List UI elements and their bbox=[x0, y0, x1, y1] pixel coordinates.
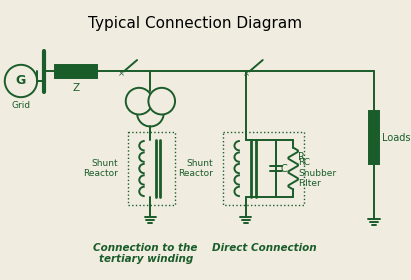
Text: C: C bbox=[281, 164, 288, 174]
Text: Loads: Loads bbox=[382, 133, 410, 143]
Bar bbox=[55, 65, 97, 78]
Text: ×: × bbox=[243, 69, 250, 78]
Bar bbox=[369, 111, 379, 164]
Text: Z: Z bbox=[73, 83, 80, 93]
Text: Grid: Grid bbox=[12, 101, 30, 110]
Text: Direct Connection: Direct Connection bbox=[212, 243, 317, 253]
Circle shape bbox=[126, 88, 152, 115]
Circle shape bbox=[5, 65, 37, 97]
Circle shape bbox=[137, 100, 164, 127]
Text: RC
Snubber
Filter: RC Snubber Filter bbox=[298, 158, 336, 188]
Text: G: G bbox=[16, 74, 26, 87]
Text: ×: × bbox=[118, 69, 125, 78]
Text: Shunt
Reactor: Shunt Reactor bbox=[178, 159, 213, 178]
Text: Shunt
Reactor: Shunt Reactor bbox=[83, 159, 118, 178]
Text: R: R bbox=[298, 152, 305, 162]
Text: Connection to the
tertiary winding: Connection to the tertiary winding bbox=[93, 243, 198, 264]
Circle shape bbox=[148, 88, 175, 115]
Text: Typical Connection Diagram: Typical Connection Diagram bbox=[88, 16, 302, 31]
